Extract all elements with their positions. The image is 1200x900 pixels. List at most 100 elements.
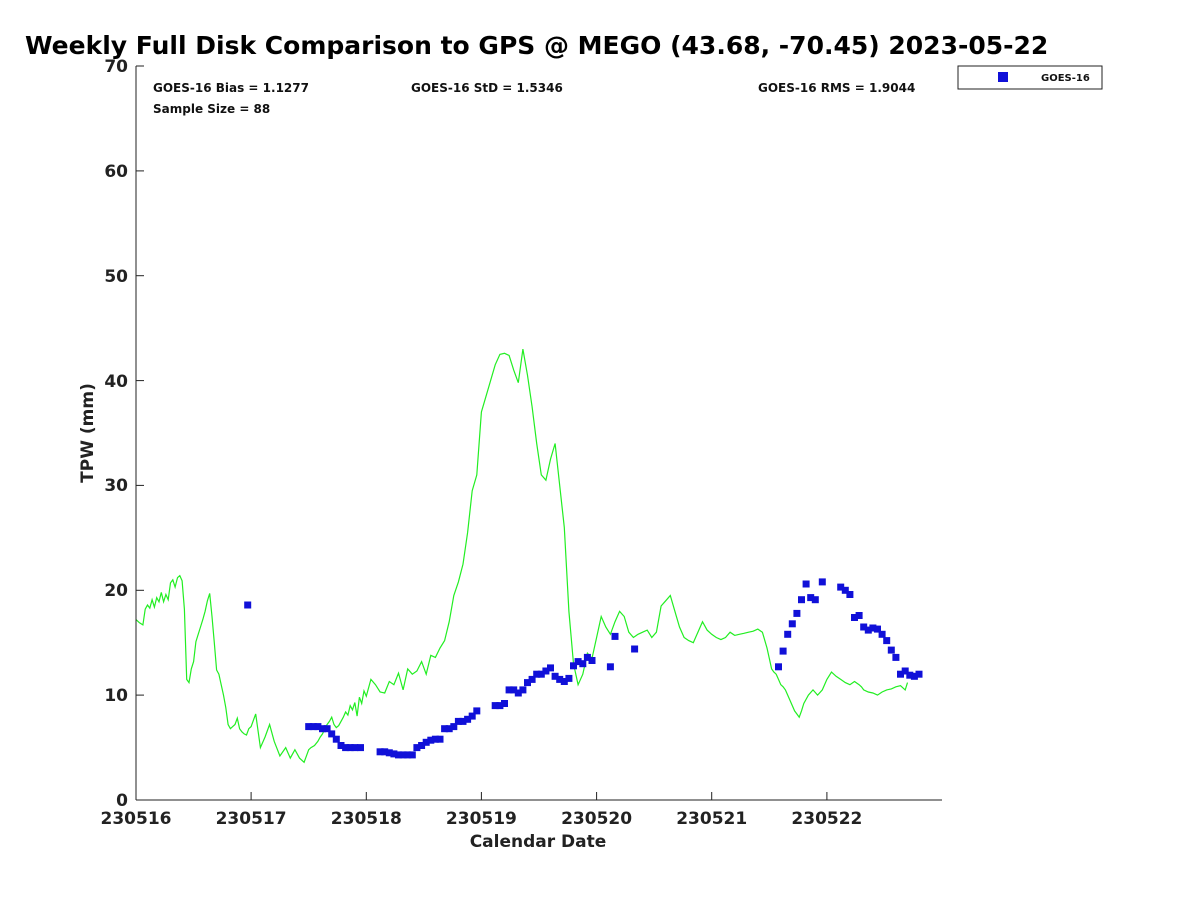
x-tick-230521: 230521 — [676, 792, 747, 829]
goes16-point — [328, 730, 336, 738]
y-tick-label-50: 50 — [104, 267, 128, 287]
goes16-point — [901, 667, 909, 675]
goes16-point — [807, 594, 815, 602]
goes16-point — [346, 744, 354, 752]
x-axis-label: Calendar Date — [470, 832, 607, 852]
goes16-point — [887, 646, 895, 654]
y-tick-50: 50 — [104, 267, 144, 287]
x-axis-ticks: 230516 230517 230518 230519 230520 23052… — [101, 792, 862, 829]
goes16-point — [846, 591, 854, 598]
stat-std: GOES-16 StD = 1.5346 — [411, 81, 563, 95]
goes16-point — [450, 723, 458, 731]
goes16-point — [860, 623, 868, 631]
goes16-point — [606, 663, 614, 671]
goes16-point — [779, 647, 787, 655]
x-tick-label-230517: 230517 — [216, 809, 287, 829]
goes16-point — [841, 586, 849, 594]
goes16-point — [524, 679, 531, 687]
goes16-point — [357, 744, 364, 752]
goes16-point — [422, 738, 430, 746]
goes16-point — [556, 675, 564, 683]
goes16-point — [583, 653, 591, 661]
goes16-point — [878, 630, 886, 638]
goes16-point — [897, 670, 904, 678]
goes16-point — [385, 749, 393, 757]
x-tick-label-230516: 230516 — [101, 809, 172, 829]
goes16-point — [631, 645, 639, 653]
goes16-point — [514, 689, 522, 697]
goes16-point — [337, 742, 345, 749]
goes16-point — [547, 664, 554, 672]
goes16-point — [560, 678, 568, 685]
goes16-point — [395, 751, 402, 759]
goes16-point — [775, 663, 782, 671]
goes16-point — [869, 624, 877, 632]
goes16-point — [793, 609, 801, 617]
y-axis-ticks: 0 10 20 30 40 50 60 70 — [104, 57, 144, 811]
legend-box — [957, 65, 1103, 90]
gps-series-line — [135, 348, 909, 764]
goes16-point — [399, 751, 407, 759]
y-axis-label: TPW (mm) — [78, 383, 98, 483]
y-tick-label-0: 0 — [116, 791, 128, 811]
x-tick-label-230521: 230521 — [676, 809, 747, 829]
y-tick-40: 40 — [104, 372, 144, 392]
goes16-point — [459, 717, 467, 725]
goes16-point — [427, 736, 435, 744]
y-tick-label-20: 20 — [104, 581, 128, 601]
stat-bias: GOES-16 Bias = 1.1277 — [153, 81, 309, 95]
y-tick-label-40: 40 — [104, 372, 128, 392]
goes16-point — [528, 675, 536, 683]
y-tick-label-60: 60 — [104, 162, 128, 182]
goes16-point — [351, 744, 359, 752]
goes16-point — [864, 626, 872, 634]
chart-title: Weekly Full Disk Comparison to GPS @ MEG… — [25, 31, 1048, 60]
goes16-point — [464, 715, 472, 723]
goes16-point — [332, 735, 340, 743]
stat-rms: GOES-16 RMS = 1.9044 — [758, 81, 915, 95]
goes16-point — [319, 725, 326, 733]
goes16-point — [244, 601, 252, 609]
goes16-point — [542, 667, 550, 675]
goes16-point — [837, 583, 845, 591]
y-tick-10: 10 — [104, 686, 144, 706]
goes16-point — [376, 748, 384, 756]
goes16-point — [579, 660, 587, 668]
goes16-point — [431, 735, 439, 743]
goes16-point — [611, 632, 619, 640]
legend-marker-goes16 — [998, 72, 1008, 82]
goes16-point — [874, 625, 881, 633]
gps-line-layer — [135, 348, 909, 764]
x-tick-label-230522: 230522 — [791, 809, 862, 829]
goes16-point — [565, 674, 573, 682]
goes16-point — [418, 742, 426, 749]
y-tick-label-70: 70 — [104, 57, 128, 77]
goes16-point — [436, 735, 444, 743]
goes16-point — [323, 725, 331, 733]
goes16-points-layer — [244, 578, 923, 759]
x-tick-230522: 230522 — [791, 792, 862, 829]
goes16-point — [381, 748, 389, 756]
stat-sample-size: Sample Size = 88 — [153, 102, 270, 116]
goes16-point — [454, 717, 462, 725]
goes16-point — [811, 596, 819, 604]
goes16-point — [390, 750, 398, 758]
x-tick-230519: 230519 — [446, 792, 517, 829]
goes16-point — [441, 725, 449, 733]
legend-label-goes16: GOES-16 — [1041, 73, 1090, 84]
y-tick-70: 70 — [104, 57, 144, 77]
goes16-point — [537, 670, 545, 678]
goes16-point — [473, 707, 481, 715]
goes16-point — [851, 614, 858, 621]
goes16-point — [408, 751, 416, 759]
y-tick-0: 0 — [116, 791, 144, 811]
y-tick-20: 20 — [104, 581, 144, 601]
goes16-point — [445, 725, 453, 733]
goes16-point — [342, 744, 350, 752]
y-tick-label-30: 30 — [104, 476, 128, 496]
y-tick-30: 30 — [104, 476, 144, 496]
goes16-point — [883, 637, 891, 645]
goes16-point — [910, 672, 918, 680]
x-tick-label-230520: 230520 — [561, 809, 632, 829]
